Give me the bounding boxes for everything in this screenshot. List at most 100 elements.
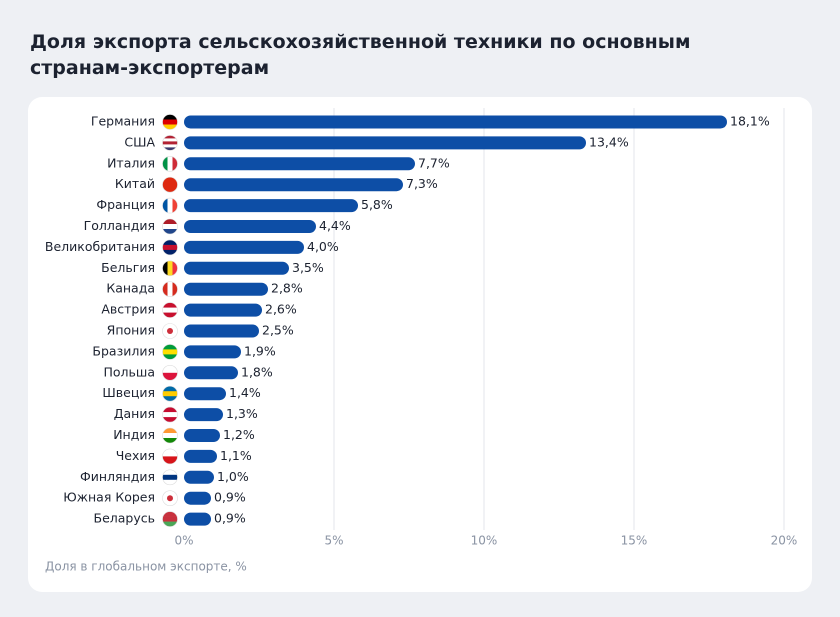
flag-stripe	[162, 260, 168, 276]
flag-stripe	[162, 438, 178, 443]
flag-stripe	[172, 156, 178, 172]
bar	[184, 429, 220, 442]
flag-stripe	[167, 260, 173, 276]
category-label: США	[124, 134, 155, 149]
flag-stripe	[162, 511, 178, 517]
category-label: Япония	[107, 323, 155, 338]
value-label: 2,6%	[265, 302, 297, 317]
value-label: 2,5%	[262, 323, 294, 338]
flag-border	[162, 323, 178, 339]
value-label: 7,3%	[406, 176, 438, 191]
bar	[184, 449, 217, 463]
category-label: Китай	[115, 176, 155, 191]
category-label: Бельгия	[101, 260, 155, 275]
flag-stripe	[162, 469, 178, 476]
value-label: 2,8%	[271, 281, 303, 296]
flag-stripe	[162, 349, 178, 355]
flag-stripe	[162, 119, 178, 125]
flag-border	[162, 511, 178, 527]
category-label: Франция	[96, 197, 155, 212]
flag-stripe	[162, 224, 178, 230]
flag	[162, 469, 178, 485]
bar	[184, 408, 223, 422]
category-label: Германия	[91, 114, 155, 129]
value-label: 1,9%	[244, 343, 276, 358]
flag	[162, 511, 178, 527]
x-tick-label: 20%	[771, 534, 798, 548]
flag-stripe	[162, 386, 178, 392]
flag-border	[162, 218, 178, 235]
flag-stripe	[162, 433, 178, 439]
flag	[162, 302, 178, 318]
flag-border	[162, 427, 178, 444]
flag-stripe	[162, 244, 178, 251]
flag-stripe	[162, 391, 178, 397]
category-label: Австрия	[101, 302, 155, 317]
value-label: 1,4%	[229, 385, 261, 400]
flag-stripe	[172, 281, 178, 297]
flag-stripe	[162, 147, 178, 151]
category-label: Южная Корея	[63, 490, 155, 505]
flag	[162, 156, 178, 172]
x-tick-label: 0%	[174, 534, 193, 548]
x-tick-label: 15%	[621, 534, 648, 548]
flag-stripe	[162, 219, 178, 225]
flag-stripe	[162, 156, 168, 172]
flag-border	[162, 260, 178, 277]
flag	[162, 135, 178, 151]
category-label: Бразилия	[92, 343, 155, 358]
flag-border	[162, 469, 178, 486]
flag-border	[162, 302, 178, 318]
value-label: 1,0%	[217, 469, 249, 484]
bar	[184, 157, 415, 171]
x-tick-label: 5%	[324, 534, 343, 548]
flag-stripe	[162, 354, 178, 360]
category-label: Беларусь	[94, 511, 156, 526]
flag-stripe	[162, 407, 178, 413]
bar	[184, 178, 403, 192]
flag	[162, 177, 178, 193]
flag-stripe	[162, 302, 178, 308]
chart-title: Доля экспорта сельскохозяйственной техни…	[30, 31, 691, 79]
value-label: 4,4%	[319, 218, 351, 233]
flag-stripe	[162, 249, 178, 255]
flag	[162, 428, 178, 443]
bar	[184, 491, 211, 505]
flag-stripe	[162, 281, 168, 297]
flag	[162, 407, 178, 423]
bar	[184, 282, 268, 296]
flag-stripe	[162, 456, 178, 464]
flag-border	[162, 490, 178, 507]
flag-border	[162, 197, 178, 214]
flag-stripe	[162, 307, 178, 313]
flag-stripe	[172, 260, 178, 276]
flag-border	[162, 364, 178, 381]
flag-stripe	[162, 198, 168, 214]
value-label: 1,2%	[223, 427, 255, 442]
category-label: Швеция	[102, 385, 155, 400]
flag-stripe	[162, 396, 178, 402]
flag-emblem	[167, 495, 173, 502]
bar	[184, 512, 211, 526]
flag-stripe	[162, 479, 178, 485]
value-label: 13,4%	[589, 134, 629, 149]
category-label: Голландия	[84, 218, 155, 233]
flag-border	[162, 385, 178, 402]
value-label: 1,8%	[241, 364, 273, 379]
bar	[184, 303, 262, 317]
x-axis-label: Доля в глобальном экспорте, %	[45, 560, 247, 574]
flag-emblem	[167, 328, 173, 334]
flag-stripe	[162, 372, 178, 381]
value-label: 0,9%	[214, 490, 246, 505]
flag-stripe	[162, 124, 178, 130]
flag	[162, 386, 178, 402]
title-line: Доля экспорта сельскохозяйственной техни…	[30, 31, 691, 53]
value-label: 5,8%	[361, 197, 393, 212]
flag-border	[162, 176, 178, 193]
flag	[162, 198, 178, 214]
bar	[184, 199, 358, 213]
category-label: Индия	[113, 427, 155, 442]
flag-stripe	[162, 428, 178, 434]
value-label: 1,1%	[220, 448, 252, 463]
category-label: Италия	[107, 155, 155, 170]
